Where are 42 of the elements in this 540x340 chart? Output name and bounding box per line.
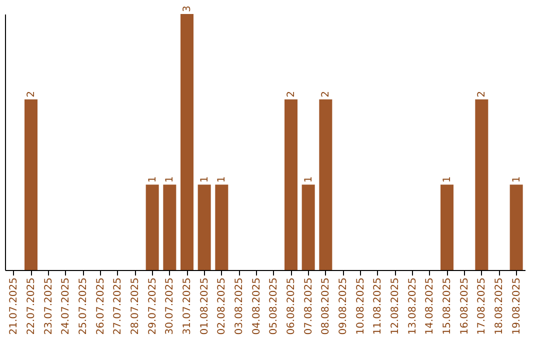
- data-label: 1: [199, 176, 210, 183]
- x-tick-label: 04.08.2025: [251, 278, 262, 335]
- x-tick-label: 12.08.2025: [390, 278, 401, 335]
- x-tick-label: 22.07.2025: [26, 278, 37, 335]
- x-tick-label: 19.08.2025: [511, 278, 522, 335]
- data-label: 3: [182, 6, 193, 12]
- data-label: 1: [511, 176, 522, 183]
- data-label: 1: [164, 176, 176, 183]
- x-tick-label: 06.08.2025: [286, 278, 297, 335]
- data-label: 2: [286, 90, 297, 98]
- data-label: 1: [216, 176, 228, 183]
- x-tick-label: 29.07.2025: [147, 278, 158, 335]
- x-tick-label: 14.08.2025: [424, 278, 436, 335]
- x-tick-label: 17.08.2025: [476, 278, 488, 335]
- x-tick-label: 09.08.2025: [338, 278, 349, 335]
- x-tick-label: 30.07.2025: [164, 278, 176, 335]
- x-tick-label: 23.07.2025: [43, 278, 54, 335]
- x-tick-label: 31.07.2025: [182, 278, 193, 335]
- data-label: 1: [147, 176, 158, 183]
- x-tick-label: 10.08.2025: [355, 278, 366, 335]
- x-tick-label: 18.08.2025: [494, 278, 505, 335]
- x-tick-label: 01.08.2025: [199, 278, 210, 335]
- x-tick-label: 02.08.2025: [216, 278, 228, 335]
- x-tick-label: 25.07.2025: [78, 278, 89, 335]
- x-tick-label: 26.07.2025: [95, 278, 106, 335]
- x-tick-label: 15.08.2025: [442, 278, 453, 335]
- x-tick-label: 21.07.2025: [8, 278, 20, 335]
- x-tick-label: 03.08.2025: [234, 278, 245, 335]
- data-label: 1: [303, 176, 314, 183]
- data-label: 2: [320, 90, 332, 98]
- data-label: 2: [26, 90, 37, 98]
- x-tick-label: 16.08.2025: [459, 278, 470, 335]
- x-tick-label: 08.08.2025: [320, 278, 332, 335]
- x-tick-label: 28.07.2025: [130, 278, 141, 335]
- data-label: 2: [476, 90, 488, 98]
- x-tick-label: 13.08.2025: [407, 278, 418, 335]
- x-tick-label: 05.08.2025: [268, 278, 280, 335]
- x-tick-label: 27.07.2025: [112, 278, 124, 335]
- data-label: 1: [442, 176, 453, 183]
- x-tick-label: 24.07.2025: [60, 278, 72, 335]
- x-tick-label: 11.08.2025: [372, 278, 384, 335]
- x-tick-label: 07.08.2025: [303, 278, 314, 335]
